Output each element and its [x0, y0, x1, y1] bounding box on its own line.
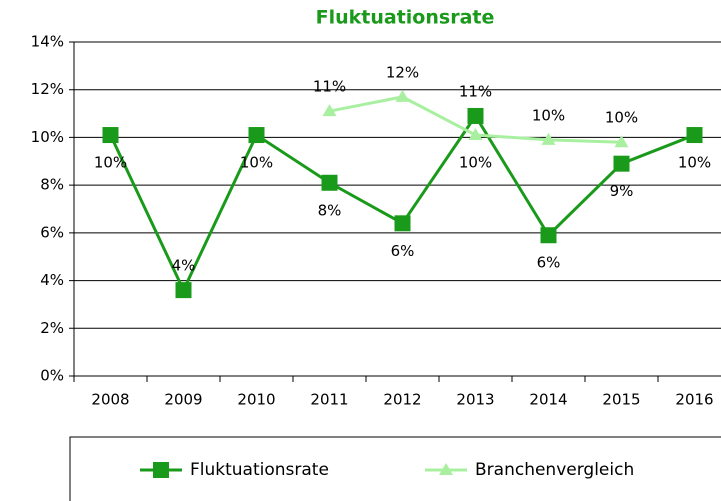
data-point	[613, 155, 630, 172]
data-label: 8%	[318, 201, 342, 219]
data-label: 11%	[459, 82, 492, 100]
data-point	[686, 127, 703, 144]
data-label: 10%	[240, 154, 273, 172]
y-tick-label: 4%	[40, 271, 64, 289]
y-tick-label: 8%	[40, 176, 64, 194]
data-point	[541, 132, 556, 145]
x-tick-label: 2011	[310, 391, 348, 409]
x-tick-label: 2015	[602, 391, 640, 409]
data-point	[321, 174, 338, 191]
y-tick-label: 14%	[31, 33, 64, 51]
x-tick-label: 2016	[675, 391, 713, 409]
x-tick-label: 2013	[456, 391, 494, 409]
y-tick-label: 0%	[40, 367, 64, 385]
data-label: 11%	[313, 78, 346, 96]
y-tick-label: 12%	[31, 80, 64, 98]
x-tick-label: 2010	[237, 391, 275, 409]
data-point	[614, 135, 629, 148]
data-label: 10%	[459, 154, 492, 172]
data-label: 4%	[172, 257, 196, 275]
data-point	[175, 282, 192, 299]
x-tick-label: 2009	[164, 391, 202, 409]
legend-box	[69, 436, 721, 501]
y-tick-label: 2%	[40, 319, 64, 337]
legend-label: Fluktuationsrate	[190, 460, 329, 480]
legend-marker	[439, 463, 453, 475]
data-point	[395, 89, 410, 102]
x-tick-label: 2014	[529, 391, 567, 409]
x-tick-label: 2008	[91, 391, 129, 409]
data-point	[468, 128, 483, 141]
data-point	[394, 215, 411, 232]
data-label: 10%	[678, 154, 711, 172]
data-point	[248, 127, 265, 144]
chart-title: Fluktuationsrate	[316, 7, 495, 29]
x-tick-label: 2012	[383, 391, 421, 409]
legend-marker	[153, 462, 169, 478]
data-point	[102, 127, 119, 144]
data-label: 6%	[391, 242, 415, 260]
data-label: 9%	[610, 182, 634, 200]
y-tick-label: 6%	[40, 223, 64, 241]
data-label: 10%	[605, 109, 638, 127]
legend-label: Branchenvergleich	[475, 460, 634, 480]
data-label: 10%	[94, 154, 127, 172]
data-point	[322, 104, 337, 117]
data-label: 10%	[532, 106, 565, 124]
data-label: 6%	[537, 254, 561, 272]
data-label: 12%	[386, 63, 419, 81]
data-point	[540, 227, 557, 244]
y-tick-label: 10%	[31, 128, 64, 146]
data-point	[467, 107, 484, 124]
